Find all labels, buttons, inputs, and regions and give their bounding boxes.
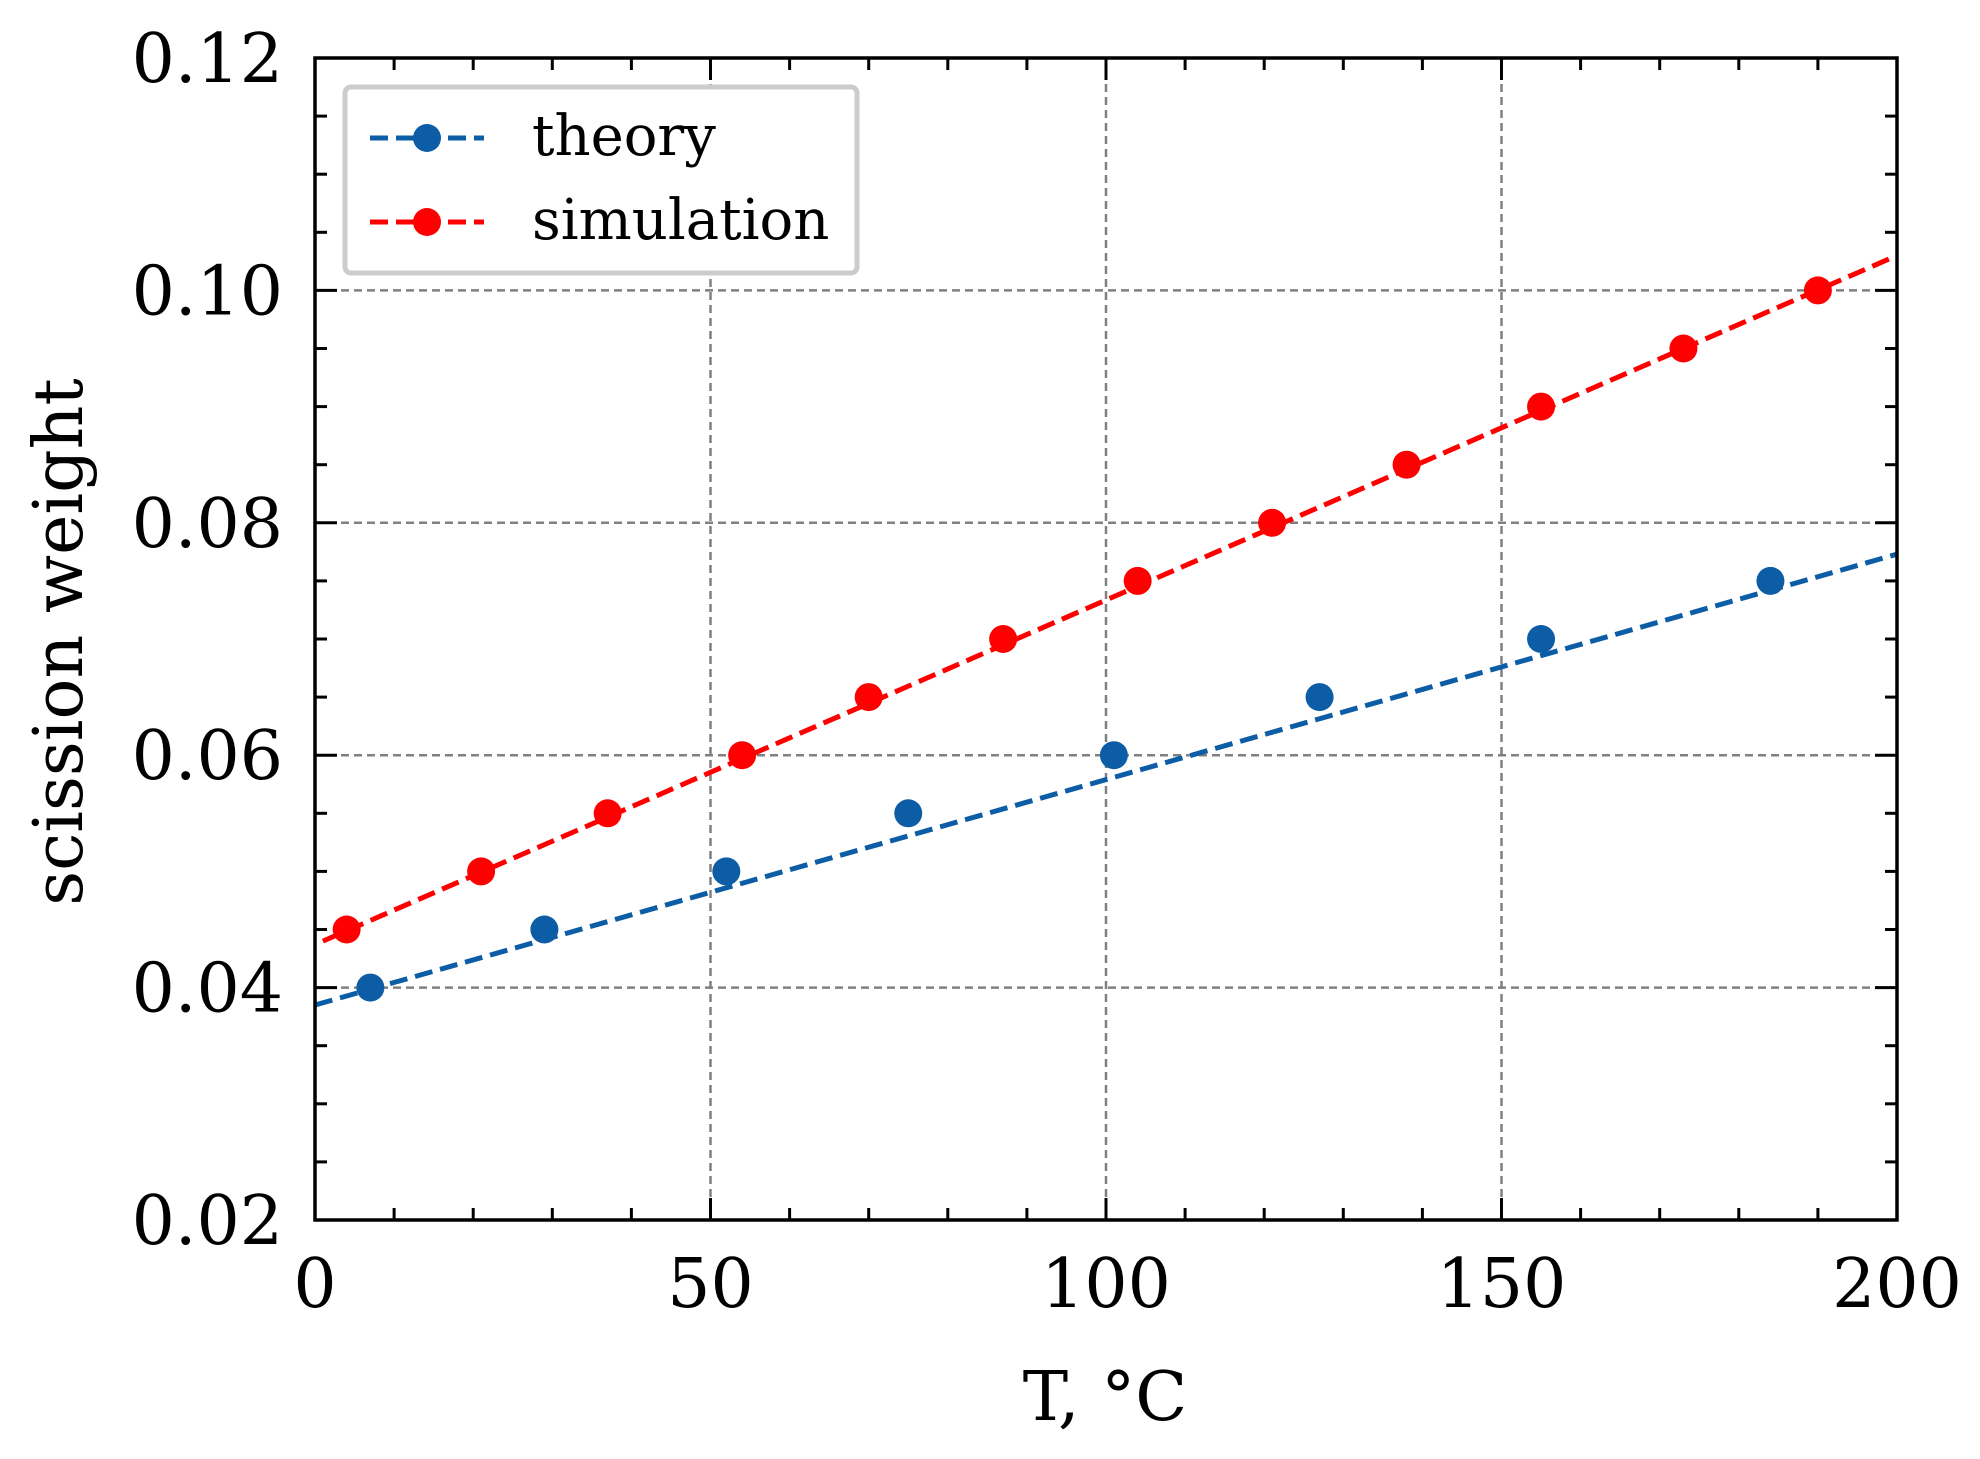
legend-entry-theory: theory [370,104,716,169]
data-point-simulation [467,857,496,886]
y-tick-label: 0.06 [132,717,283,796]
legend-entry-simulation: simulation [370,188,829,253]
data-point-simulation [593,799,622,828]
y-tick-label: 0.08 [132,485,283,564]
data-point-theory [356,973,385,1002]
fit-line-theory [314,551,1898,1008]
data-point-simulation [854,683,883,712]
legend-label-theory: theory [532,104,716,169]
data-point-simulation [1258,508,1287,537]
x-tick-label: 50 [667,1245,754,1324]
data-point-simulation [1392,450,1421,479]
series-layer [314,253,1898,1008]
y-tick-label: 0.10 [132,252,283,331]
legend-frame [342,84,860,276]
y-tick-label: 0.02 [132,1182,283,1261]
axes-layer [313,56,1899,1222]
y-axis-label: scission weight [20,378,99,905]
x-tick-label: 150 [1437,1245,1567,1324]
data-point-theory [530,915,559,944]
x-tick-label: 200 [1832,1245,1962,1324]
data-point-simulation [728,741,757,770]
data-point-theory [1099,741,1128,770]
y-tick-label: 0.12 [132,20,283,99]
data-point-theory [1756,566,1785,595]
data-point-simulation [1803,276,1832,305]
data-point-simulation [1527,392,1556,421]
legend-marker-simulation [413,208,441,236]
data-point-theory [712,857,741,886]
series-simulation [321,253,1898,944]
fit-line-simulation [321,253,1898,944]
series-theory [314,551,1898,1008]
data-point-theory [1527,625,1556,653]
tick-label-layer: 0 50 100 150 200 0.02 0.04 0.06 0.08 0.10 0.12 [132,20,1962,1324]
data-point-theory [894,799,923,828]
x-axis-label: T, °C [1023,1358,1188,1437]
grid-layer [315,58,1897,1220]
y-tick-label: 0.04 [132,950,283,1029]
legend-marker-theory [413,124,441,152]
data-point-simulation [989,625,1018,653]
x-tick-label: 100 [1041,1245,1171,1324]
data-point-simulation [1123,566,1152,595]
data-point-theory [1305,683,1334,712]
data-point-simulation [1669,334,1698,363]
legend: theory simulation [342,84,860,276]
x-tick-label: 0 [293,1245,336,1324]
data-point-simulation [332,915,361,944]
legend-label-simulation: simulation [532,188,829,253]
